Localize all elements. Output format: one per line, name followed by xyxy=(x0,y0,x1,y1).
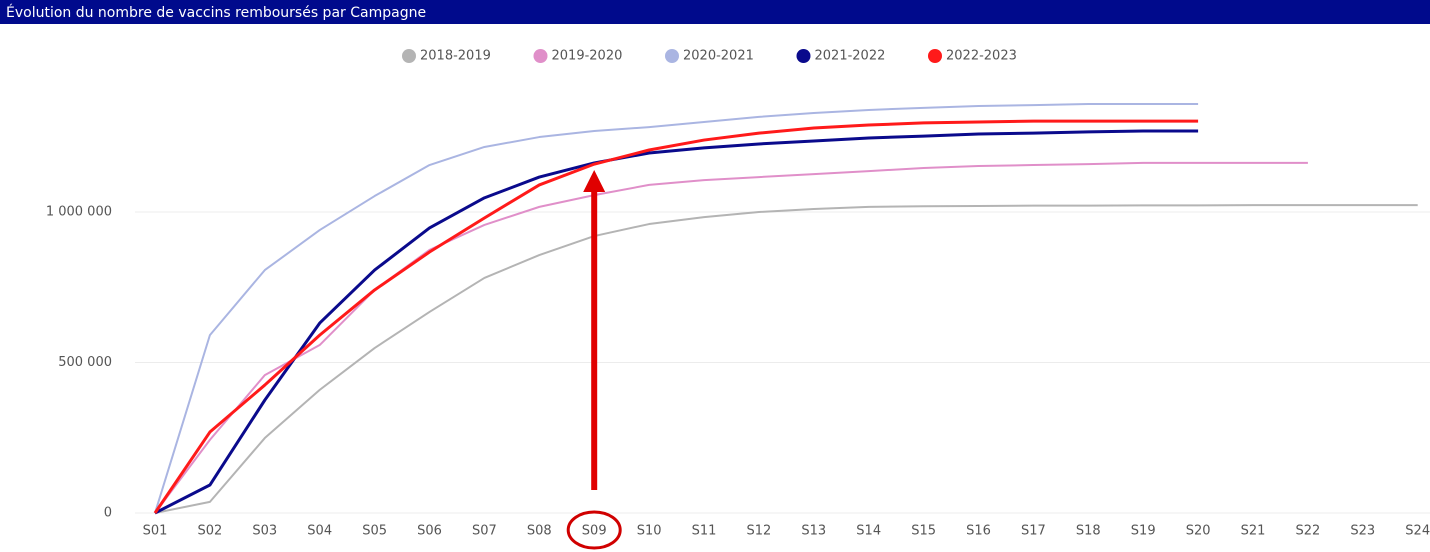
x-tick-label: S02 xyxy=(198,524,223,539)
legend-label: 2022-2023 xyxy=(946,49,1017,64)
y-tick-label: 1 000 000 xyxy=(46,205,112,220)
chart-title: Évolution du nombre de vaccins remboursé… xyxy=(6,4,426,21)
series-line xyxy=(154,102,1199,514)
legend-label: 2021-2022 xyxy=(815,49,886,64)
series-line xyxy=(154,204,1418,514)
legend-marker xyxy=(665,49,679,63)
legend-marker xyxy=(796,49,811,63)
series-line xyxy=(154,129,1199,515)
x-tick-label: S15 xyxy=(911,524,936,539)
x-tick-label: S03 xyxy=(252,524,277,539)
series-line xyxy=(154,161,1308,514)
x-tick-label: S07 xyxy=(472,524,497,539)
legend: 2018-2019 2019-2020 2020-2021 2021-2022 2022… xyxy=(402,49,1017,64)
x-tick-label: S05 xyxy=(362,524,387,539)
y-tick-label: 500 000 xyxy=(58,355,112,370)
x-tick-label: S11 xyxy=(692,524,717,539)
y-tick-label: 0 xyxy=(104,506,112,521)
x-tick-label: S18 xyxy=(1076,524,1101,539)
x-tick-label: S24 xyxy=(1405,524,1430,539)
x-tick-label: S08 xyxy=(527,524,552,539)
legend-marker xyxy=(533,49,548,63)
legend-label: 2018-2019 xyxy=(420,49,491,64)
x-tick-label: S21 xyxy=(1241,524,1266,539)
x-tick-label: S10 xyxy=(637,524,662,539)
legend-marker xyxy=(928,49,942,63)
x-tick-label: S16 xyxy=(966,524,991,539)
annotation-circle xyxy=(566,510,622,550)
legend-marker xyxy=(402,49,416,63)
x-tick-label: S14 xyxy=(856,524,881,539)
x-tick-label: S22 xyxy=(1296,524,1321,539)
legend-label: 2019-2020 xyxy=(552,49,623,64)
x-tick-label: S23 xyxy=(1350,524,1375,539)
x-tick-label: S04 xyxy=(307,524,332,539)
x-tick-label: S19 xyxy=(1131,524,1156,539)
x-tick-label: S13 xyxy=(801,524,826,539)
x-tick-label: S01 xyxy=(143,524,168,539)
title-bar xyxy=(0,0,1430,24)
x-tick-label: S12 xyxy=(747,524,772,539)
x-tick-label: S17 xyxy=(1021,524,1046,539)
x-tick-label: S06 xyxy=(417,524,442,539)
x-tick-label: S09 xyxy=(582,524,607,539)
annotation-arrowhead xyxy=(583,170,606,192)
series-line xyxy=(153,119,1199,514)
legend-label: 2020-2021 xyxy=(683,49,754,64)
x-tick-label: S20 xyxy=(1186,524,1211,539)
